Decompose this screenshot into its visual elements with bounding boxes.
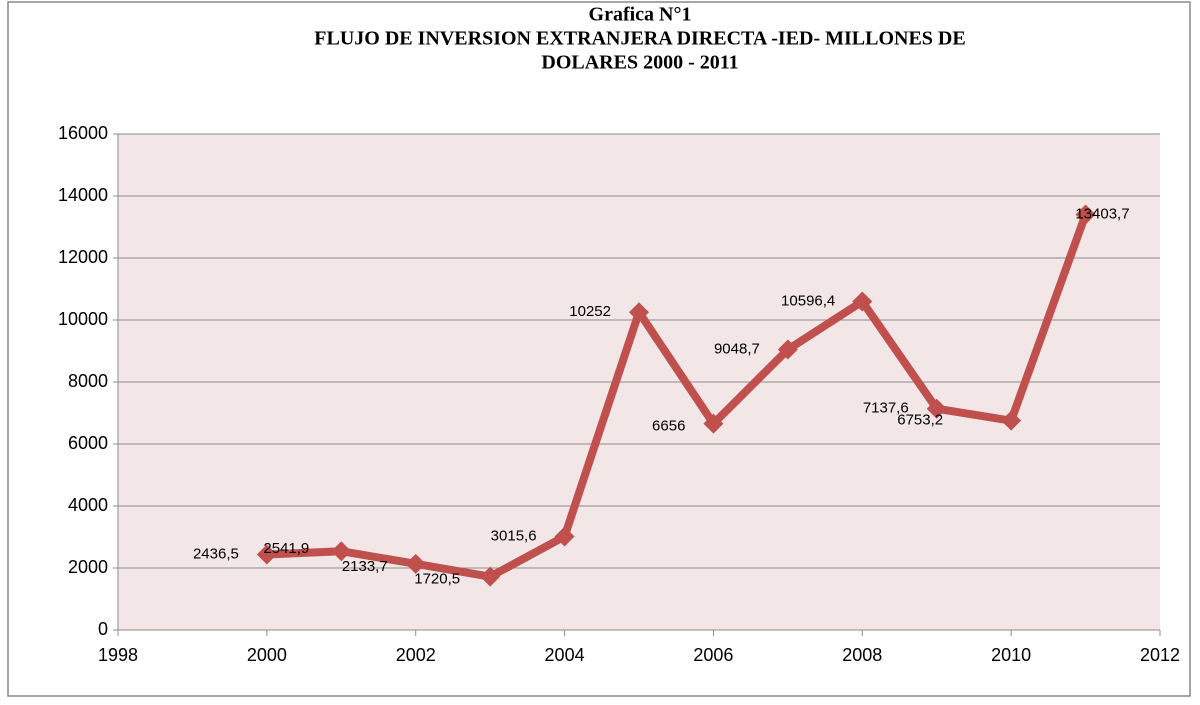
y-tick-label: 2000 [68, 557, 108, 577]
x-tick-label: 1998 [98, 645, 138, 665]
x-tick-label: 2002 [396, 645, 436, 665]
data-label: 1720,5 [414, 571, 460, 588]
x-tick-label: 2004 [545, 645, 585, 665]
marker [405, 553, 426, 574]
marker [926, 398, 947, 419]
marker [480, 566, 501, 587]
y-tick-label: 0 [98, 619, 108, 639]
data-label: 2541,9 [263, 540, 309, 557]
data-label: 13403,7 [1075, 205, 1129, 222]
data-label: 2133,7 [342, 558, 388, 575]
chart-title: Grafica N°1 [589, 4, 692, 26]
x-tick-label: 2010 [991, 645, 1031, 665]
series-line [266, 213, 1090, 581]
y-tick-label: 8000 [68, 371, 108, 391]
marker [629, 302, 649, 323]
marker [331, 541, 352, 562]
marker [256, 544, 277, 565]
data-label: 10252 [569, 303, 611, 320]
y-tick-label: 10000 [58, 309, 108, 329]
x-tick-label: 2008 [842, 645, 882, 665]
data-label: 6753,2 [897, 412, 943, 429]
data-label: 10596,4 [781, 292, 835, 309]
y-tick-label: 4000 [68, 495, 108, 515]
marker [703, 413, 724, 434]
data-label: 3015,6 [491, 527, 537, 544]
x-tick-label: 2012 [1140, 645, 1180, 665]
x-tick-label: 2000 [247, 645, 287, 665]
y-tick-label: 16000 [58, 123, 108, 143]
marker [1001, 410, 1022, 431]
data-label: 6656 [652, 418, 685, 435]
data-label: 2436,5 [193, 545, 239, 562]
data-label: 9048,7 [714, 340, 760, 357]
marker [1075, 204, 1096, 225]
y-tick-label: 12000 [58, 247, 108, 267]
data-label: 7137,6 [863, 400, 909, 417]
y-tick-label: 6000 [68, 433, 108, 453]
marker [554, 526, 575, 547]
x-tick-label: 2006 [693, 645, 733, 665]
chart-title: DOLARES 2000 - 2011 [541, 52, 738, 74]
chart-title: FLUJO DE INVERSION EXTRANJERA DIRECTA -I… [314, 28, 965, 50]
marker [852, 291, 873, 312]
y-tick-label: 14000 [58, 185, 108, 205]
marker [777, 339, 798, 360]
